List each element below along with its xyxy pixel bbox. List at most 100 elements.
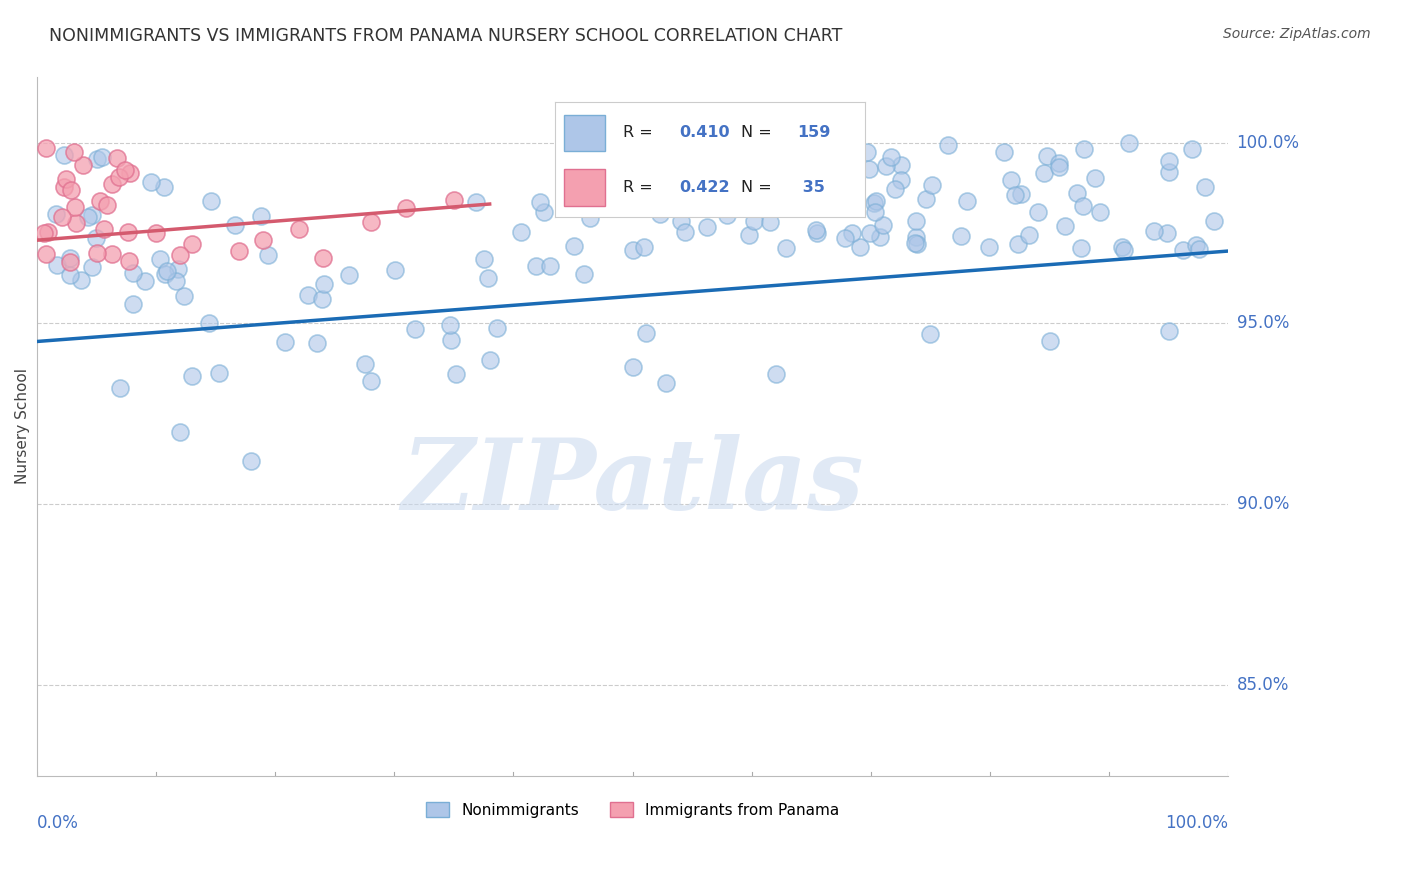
Point	[841, 226, 863, 240]
Point	[443, 194, 465, 208]
Point	[169, 248, 191, 262]
Point	[863, 205, 886, 219]
Point	[360, 215, 382, 229]
Point	[578, 198, 600, 212]
Point	[872, 218, 894, 232]
Point	[716, 208, 738, 222]
Point	[384, 262, 406, 277]
Point	[596, 169, 619, 183]
Point	[904, 230, 927, 244]
Point	[905, 237, 928, 252]
Point	[477, 271, 499, 285]
Point	[472, 252, 495, 267]
Point	[1157, 324, 1180, 338]
Point	[149, 252, 172, 266]
Point	[63, 200, 86, 214]
Point	[763, 144, 786, 158]
Point	[89, 194, 111, 208]
Point	[950, 229, 973, 244]
Point	[439, 318, 461, 332]
Point	[58, 255, 80, 269]
Point	[890, 158, 912, 172]
Point	[832, 153, 855, 167]
Point	[297, 288, 319, 302]
Point	[904, 236, 927, 251]
Point	[35, 141, 58, 155]
Point	[250, 209, 273, 223]
Point	[1007, 236, 1029, 251]
Point	[673, 225, 696, 239]
Point	[875, 159, 897, 173]
Point	[485, 321, 508, 335]
Point	[636, 326, 658, 340]
Point	[880, 150, 903, 164]
Point	[651, 178, 673, 192]
Point	[152, 179, 174, 194]
Point	[165, 274, 187, 288]
Point	[122, 297, 145, 311]
Point	[464, 194, 486, 209]
Point	[806, 226, 828, 240]
Point	[240, 454, 263, 468]
Point	[702, 155, 724, 169]
Point	[1088, 205, 1111, 219]
Point	[256, 248, 278, 262]
Point	[118, 253, 141, 268]
Point	[509, 225, 531, 239]
Point	[738, 228, 761, 243]
Point	[117, 225, 139, 239]
Point	[1000, 172, 1022, 186]
Point	[977, 240, 1000, 254]
Point	[70, 273, 93, 287]
Point	[775, 242, 797, 256]
Point	[86, 153, 108, 167]
Point	[444, 367, 467, 381]
Point	[173, 289, 195, 303]
Point	[1084, 171, 1107, 186]
Point	[224, 219, 246, 233]
Point	[648, 153, 671, 168]
Point	[742, 214, 765, 228]
Text: 90.0%: 90.0%	[1237, 495, 1289, 513]
Text: 0.0%: 0.0%	[37, 814, 79, 832]
Point	[612, 157, 634, 171]
Point	[288, 222, 311, 236]
Point	[59, 268, 82, 282]
Point	[108, 381, 131, 395]
Point	[84, 231, 107, 245]
Point	[360, 374, 382, 388]
Point	[80, 208, 103, 222]
Point	[1047, 156, 1070, 170]
Point	[274, 335, 297, 350]
Point	[155, 268, 177, 282]
Point	[936, 138, 959, 153]
Point	[578, 211, 600, 226]
Text: Source: ZipAtlas.com: Source: ZipAtlas.com	[1223, 27, 1371, 41]
Point	[1033, 166, 1056, 180]
Point	[60, 183, 83, 197]
Point	[696, 219, 718, 234]
Point	[228, 244, 250, 258]
Point	[1173, 244, 1195, 258]
Point	[37, 226, 59, 240]
Point	[681, 172, 703, 186]
Y-axis label: Nursery School: Nursery School	[15, 368, 30, 484]
Point	[96, 197, 118, 211]
Point	[395, 201, 418, 215]
Point	[72, 158, 94, 172]
Point	[1157, 154, 1180, 169]
Point	[533, 205, 555, 219]
Point	[354, 357, 377, 371]
Point	[623, 243, 645, 257]
Point	[167, 261, 190, 276]
Point	[101, 177, 124, 191]
Point	[200, 194, 222, 209]
Point	[671, 214, 693, 228]
Point	[801, 151, 824, 165]
Point	[1047, 161, 1070, 175]
Point	[53, 179, 76, 194]
Point	[768, 158, 790, 172]
Point	[955, 194, 977, 208]
Text: 100.0%: 100.0%	[1237, 134, 1299, 152]
Point	[759, 214, 782, 228]
